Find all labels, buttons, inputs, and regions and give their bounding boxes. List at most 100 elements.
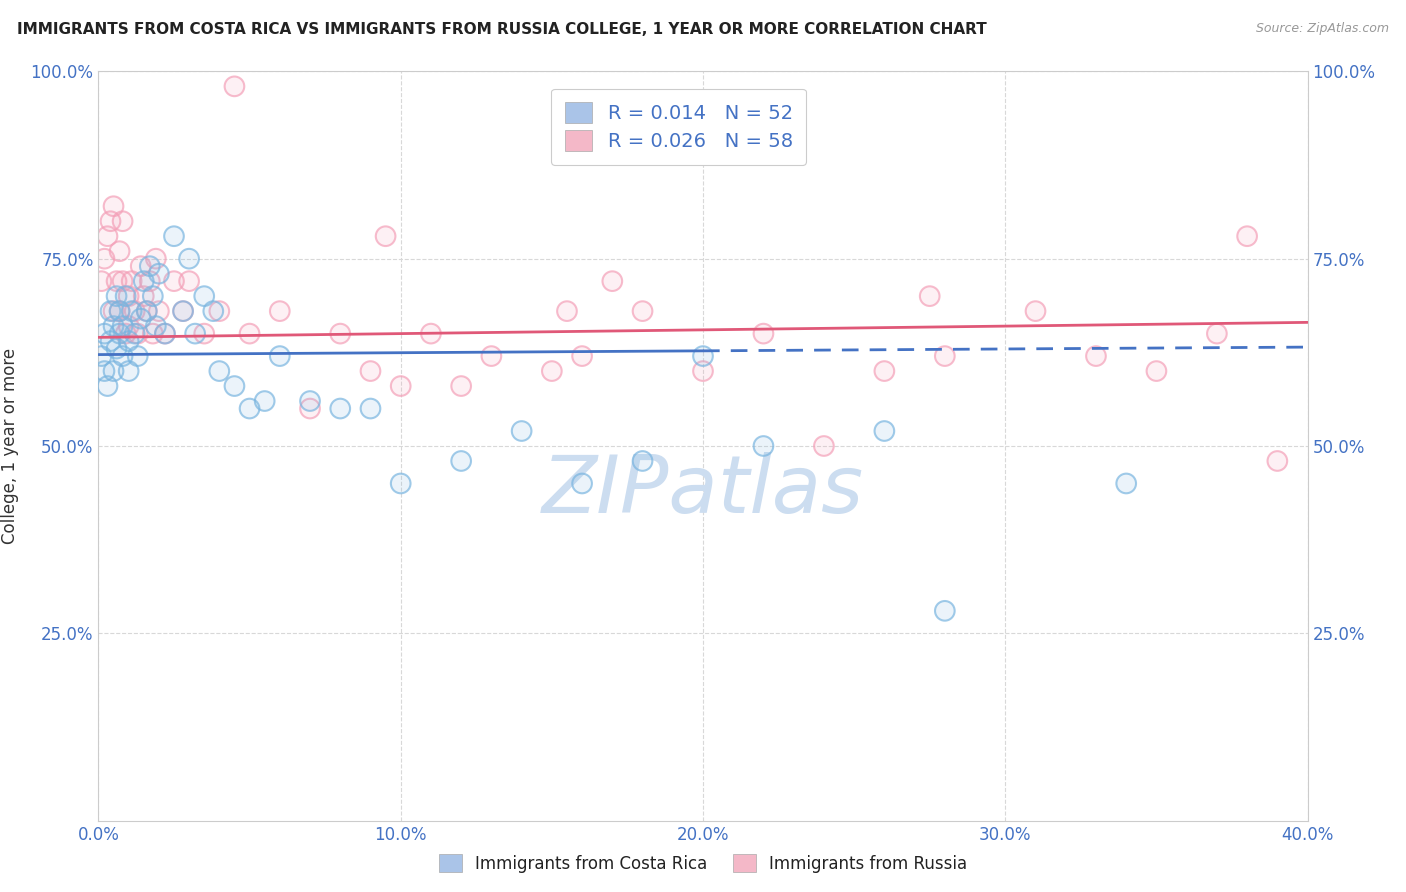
Point [208,304,231,318]
Point [93,326,115,341]
Point [179,274,201,288]
Point [111,319,134,334]
Point [103,304,125,318]
Point [602,274,624,288]
Point [105,342,128,356]
Point [269,304,291,318]
Point [135,304,157,318]
Point [111,214,134,228]
Point [118,334,141,348]
Legend: R = 0.014   N = 52, R = 0.026   N = 58: R = 0.014 N = 52, R = 0.026 N = 58 [551,88,807,165]
Point [114,326,136,341]
Point [224,79,246,94]
Point [103,364,125,378]
Point [132,289,155,303]
Point [389,379,412,393]
Point [135,304,157,318]
Point [329,326,352,341]
Point [172,304,194,318]
Point [193,326,215,341]
Point [148,267,170,281]
Point [918,289,941,303]
Point [139,259,162,273]
Point [93,252,115,266]
Point [127,326,149,341]
Point [145,319,167,334]
Point [239,401,262,416]
Point [555,304,578,318]
Point [124,326,146,341]
Point [934,349,956,363]
Point [127,349,149,363]
Point [299,394,322,409]
Point [108,326,131,341]
Point [873,364,896,378]
Point [90,349,112,363]
Point [510,424,533,438]
Point [103,304,125,318]
Point [253,394,276,409]
Point [389,379,412,393]
Point [124,326,146,341]
Point [631,304,654,318]
Point [114,289,136,303]
Point [1144,364,1167,378]
Point [129,311,152,326]
Point [118,364,141,378]
Point [299,401,322,416]
Point [269,304,291,318]
Point [450,379,472,393]
Point [100,334,122,348]
Point [602,274,624,288]
Point [132,289,155,303]
Point [813,439,835,453]
Point [179,252,201,266]
Point [103,319,125,334]
Point [329,401,352,416]
Point [118,334,141,348]
Point [96,229,118,244]
Point [93,364,115,378]
Point [103,199,125,213]
Point [571,349,593,363]
Point [510,424,533,438]
Point [918,289,941,303]
Point [129,311,152,326]
Point [153,326,176,341]
Point [692,364,714,378]
Point [269,349,291,363]
Point [114,326,136,341]
Point [239,326,262,341]
Point [118,289,141,303]
Point [145,252,167,266]
Point [1206,326,1229,341]
Point [631,454,654,468]
Point [1024,304,1046,318]
Point [193,289,215,303]
Point [118,364,141,378]
Point [121,304,143,318]
Point [239,401,262,416]
Point [752,326,775,341]
Point [100,214,122,228]
Point [1085,349,1108,363]
Point [132,274,155,288]
Point [108,304,131,318]
Point [1236,229,1258,244]
Point [239,326,262,341]
Point [269,349,291,363]
Point [540,364,562,378]
Point [135,304,157,318]
Point [420,326,443,341]
Point [132,274,155,288]
Point [124,304,146,318]
Point [481,349,503,363]
Point [360,401,382,416]
Point [540,364,562,378]
Y-axis label: College, 1 year or more: College, 1 year or more [1,348,20,544]
Point [127,326,149,341]
Point [1024,304,1046,318]
Point [108,244,131,259]
Point [631,304,654,318]
Text: IMMIGRANTS FROM COSTA RICA VS IMMIGRANTS FROM RUSSIA COLLEGE, 1 YEAR OR MORE COR: IMMIGRANTS FROM COSTA RICA VS IMMIGRANTS… [17,22,987,37]
